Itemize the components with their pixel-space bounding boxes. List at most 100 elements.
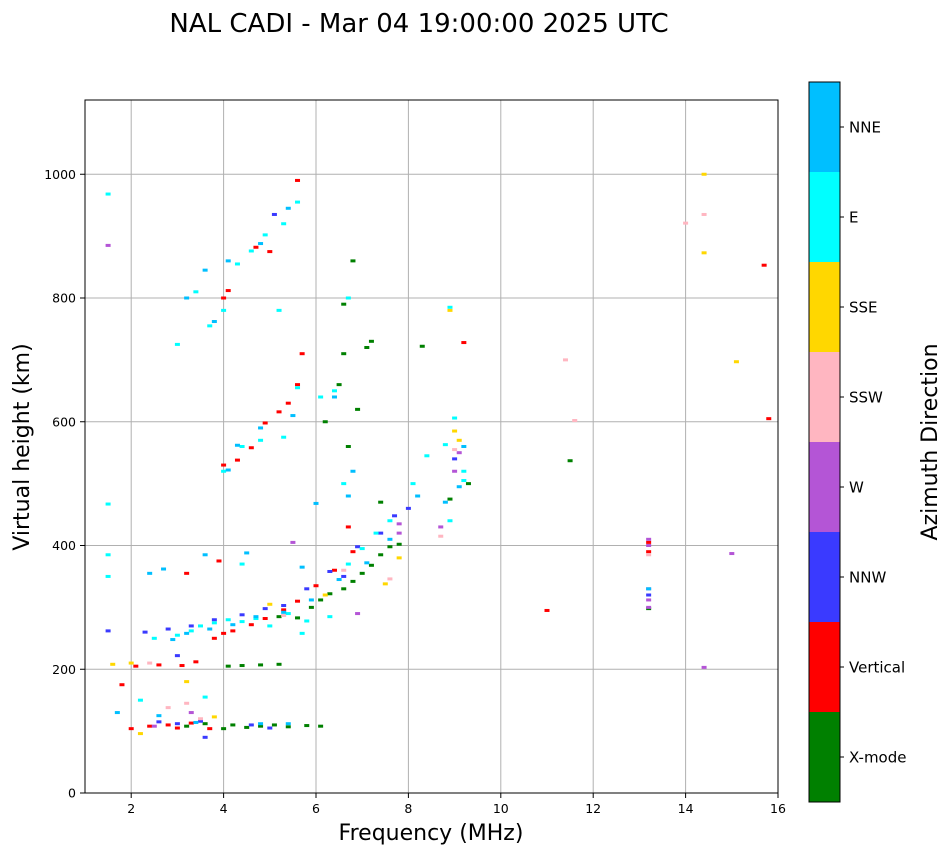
data-point	[271, 723, 277, 727]
data-point	[211, 636, 217, 640]
data-point	[405, 506, 411, 510]
data-point	[244, 551, 250, 555]
data-point	[239, 620, 245, 624]
data-point	[221, 296, 227, 300]
data-point	[562, 358, 568, 362]
x-tick-label: 6	[312, 801, 320, 816]
data-point	[184, 571, 190, 575]
data-point	[253, 245, 259, 249]
data-point	[216, 559, 222, 563]
plot-frame	[84, 99, 779, 794]
data-point	[308, 605, 314, 609]
data-point	[211, 618, 217, 622]
data-point	[105, 192, 111, 196]
data-point	[234, 458, 240, 462]
data-point	[248, 723, 254, 727]
data-point	[646, 598, 652, 602]
data-point	[378, 553, 384, 557]
data-point	[119, 683, 125, 687]
data-point	[359, 571, 365, 575]
data-point	[295, 386, 301, 390]
data-point	[396, 531, 402, 535]
data-point	[137, 698, 143, 702]
data-point	[258, 426, 264, 430]
colorbar-segment	[809, 352, 840, 442]
data-point	[244, 725, 250, 729]
x-tick-label: 8	[404, 801, 412, 816]
data-point	[267, 624, 273, 628]
x-tick-label: 14	[678, 801, 694, 816]
data-point	[345, 445, 351, 448]
data-point	[156, 720, 162, 724]
data-point	[188, 721, 194, 725]
data-point	[567, 459, 573, 463]
series-ssw	[147, 212, 707, 721]
data-point	[281, 610, 287, 614]
data-point	[415, 494, 421, 498]
x-tick-label: 16	[770, 801, 786, 816]
data-point	[156, 714, 162, 718]
colorbar-label: X-mode	[849, 749, 906, 767]
data-point	[267, 602, 273, 606]
data-point	[225, 468, 231, 472]
data-point	[318, 395, 324, 399]
y-tick-label: 200	[52, 662, 76, 677]
colorbar-label: W	[849, 479, 864, 497]
data-point	[336, 578, 342, 582]
data-point	[184, 296, 190, 300]
data-point	[295, 383, 301, 387]
data-point	[165, 723, 171, 727]
data-point	[456, 438, 462, 442]
data-point	[230, 723, 236, 727]
data-point	[424, 454, 430, 458]
data-point	[211, 320, 217, 324]
data-point	[456, 451, 462, 455]
data-point	[701, 251, 707, 255]
y-axis-ticks: 0 200 400 600 800 1000	[44, 167, 85, 801]
data-point	[267, 250, 273, 254]
data-point	[331, 395, 337, 399]
data-point	[396, 542, 402, 546]
series-nnw	[105, 212, 652, 739]
data-point	[174, 654, 180, 658]
data-point	[225, 618, 231, 622]
data-point	[198, 624, 203, 628]
colorbar-segment	[809, 532, 840, 622]
colorbar-segment	[809, 712, 840, 802]
colorbar-segment	[809, 82, 840, 172]
data-point	[230, 623, 236, 627]
data-point	[295, 178, 301, 182]
data-point	[355, 612, 361, 616]
data-point	[646, 605, 652, 609]
data-point	[281, 613, 287, 617]
data-point	[188, 624, 194, 628]
data-point	[766, 417, 772, 421]
data-point	[207, 627, 213, 631]
data-point	[193, 720, 199, 724]
data-point	[304, 619, 310, 623]
data-point	[281, 435, 287, 439]
data-point	[350, 550, 356, 554]
data-point	[350, 579, 356, 583]
data-point	[452, 448, 458, 452]
data-point	[133, 664, 139, 668]
data-point	[184, 680, 190, 684]
data-point	[184, 724, 190, 728]
data-point	[327, 592, 333, 596]
series-vertical	[119, 178, 772, 731]
data-point	[701, 212, 707, 216]
data-point	[253, 617, 259, 621]
data-point	[281, 222, 287, 226]
data-point	[285, 401, 291, 405]
series-sse	[110, 172, 739, 736]
data-point	[387, 519, 393, 523]
data-point	[345, 296, 351, 300]
data-point	[396, 556, 402, 560]
data-point	[646, 550, 652, 554]
data-point	[345, 525, 351, 529]
data-point	[234, 262, 240, 266]
x-tick-label: 12	[585, 801, 601, 816]
colorbar-segment	[809, 262, 840, 352]
data-point	[285, 206, 291, 210]
data-point	[410, 482, 416, 486]
